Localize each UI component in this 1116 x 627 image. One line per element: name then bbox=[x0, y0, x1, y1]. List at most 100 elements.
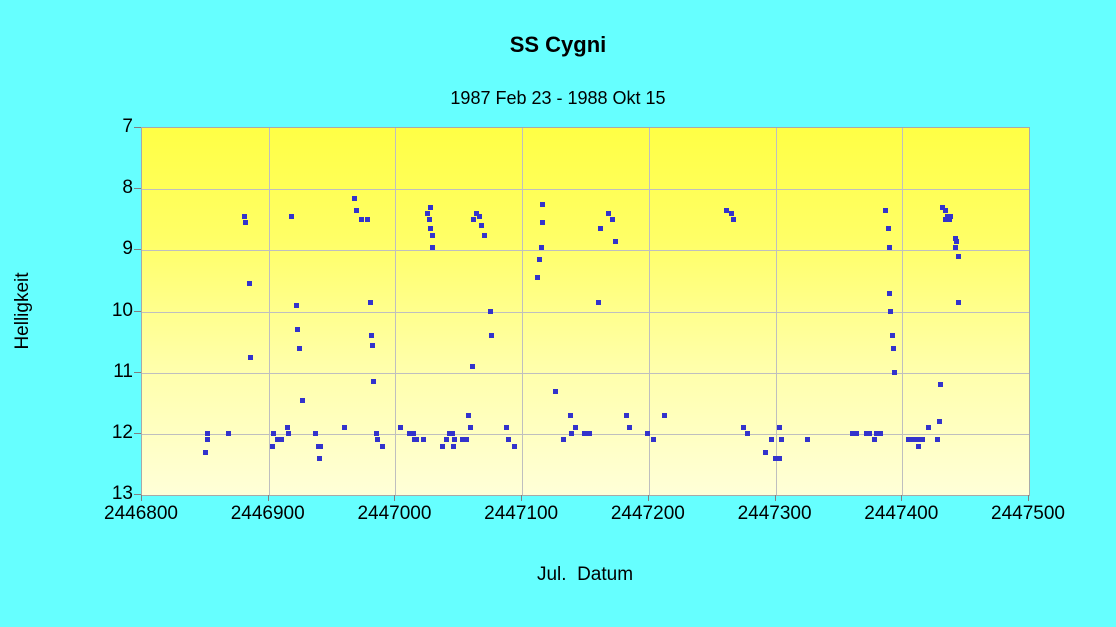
y-axis-tick bbox=[134, 494, 141, 495]
data-point bbox=[955, 253, 961, 259]
data-point bbox=[463, 437, 469, 443]
data-point bbox=[613, 238, 619, 244]
y-tick-label: 10 bbox=[111, 299, 133, 321]
data-point bbox=[953, 235, 958, 241]
x-axis-tick bbox=[647, 495, 649, 501]
x-axis-tick bbox=[901, 495, 903, 501]
data-point bbox=[723, 208, 729, 214]
data-point bbox=[953, 244, 958, 250]
data-point bbox=[947, 214, 953, 220]
x-tick-label: 2447000 bbox=[357, 503, 432, 524]
data-point bbox=[609, 217, 615, 223]
data-point bbox=[447, 431, 453, 437]
x-axis-tick bbox=[394, 495, 396, 501]
data-point bbox=[661, 412, 667, 418]
data-point bbox=[474, 211, 480, 217]
gridline-horizontal bbox=[142, 311, 1029, 313]
data-point bbox=[892, 370, 898, 376]
data-point bbox=[342, 425, 348, 431]
data-point bbox=[365, 217, 371, 223]
data-point bbox=[202, 449, 208, 455]
data-point bbox=[414, 437, 420, 443]
data-point bbox=[595, 299, 601, 305]
data-point bbox=[466, 412, 472, 418]
data-point bbox=[429, 244, 435, 250]
data-point bbox=[411, 437, 417, 443]
data-point bbox=[313, 431, 319, 437]
chart-title: SS Cygni bbox=[509, 32, 607, 57]
data-point bbox=[623, 412, 629, 418]
data-point bbox=[358, 217, 364, 223]
data-point bbox=[581, 431, 587, 437]
x-tick-label: 2446900 bbox=[230, 503, 305, 524]
data-point bbox=[368, 333, 374, 339]
data-point bbox=[920, 437, 926, 443]
data-point bbox=[300, 397, 306, 403]
x-tick-label: 2447200 bbox=[610, 503, 685, 524]
data-point bbox=[270, 443, 276, 449]
y-tick-label: 7 bbox=[122, 116, 133, 137]
y-tick-label: 13 bbox=[111, 483, 133, 504]
data-point bbox=[353, 208, 359, 214]
data-point bbox=[911, 437, 917, 443]
data-point bbox=[745, 431, 751, 437]
gridline-horizontal bbox=[142, 189, 1029, 191]
data-point bbox=[935, 437, 941, 443]
data-point bbox=[406, 431, 412, 437]
data-point bbox=[954, 238, 960, 244]
data-point bbox=[598, 226, 604, 232]
data-point bbox=[586, 431, 592, 437]
data-point bbox=[315, 443, 321, 449]
data-point bbox=[942, 217, 948, 223]
data-point bbox=[247, 281, 253, 287]
data-point bbox=[504, 425, 510, 431]
data-point bbox=[289, 214, 295, 220]
data-point bbox=[505, 437, 511, 443]
data-point bbox=[205, 431, 211, 437]
data-point bbox=[741, 425, 747, 431]
data-point bbox=[225, 431, 231, 437]
data-point bbox=[561, 437, 567, 443]
y-axis-tick bbox=[134, 432, 141, 434]
data-point bbox=[926, 425, 932, 431]
data-point bbox=[248, 354, 254, 360]
data-point bbox=[887, 290, 893, 296]
data-point bbox=[397, 425, 403, 431]
y-tick-label: 11 bbox=[113, 360, 133, 382]
data-point bbox=[946, 217, 952, 223]
data-point bbox=[476, 214, 482, 220]
data-point bbox=[205, 437, 211, 443]
data-point bbox=[871, 437, 877, 443]
data-point bbox=[428, 205, 434, 211]
data-point bbox=[439, 443, 445, 449]
data-point bbox=[769, 437, 775, 443]
data-point bbox=[779, 437, 785, 443]
data-point bbox=[883, 208, 889, 214]
data-point bbox=[942, 208, 948, 214]
data-point bbox=[605, 211, 611, 217]
data-point bbox=[916, 437, 922, 443]
x-axis-title: Jul. Datum bbox=[536, 564, 634, 585]
gridline-horizontal bbox=[142, 250, 1029, 252]
data-point bbox=[318, 443, 324, 449]
plot-area bbox=[141, 127, 1030, 496]
data-point bbox=[906, 437, 912, 443]
data-point bbox=[537, 257, 543, 262]
data-point bbox=[410, 431, 416, 437]
data-point bbox=[296, 345, 302, 351]
x-tick-label: 2447400 bbox=[864, 503, 939, 524]
x-tick-label: 2446800 bbox=[104, 503, 178, 524]
data-point bbox=[538, 244, 544, 250]
x-tick-label: 2447100 bbox=[484, 503, 559, 524]
data-point bbox=[731, 217, 737, 223]
data-point bbox=[429, 232, 435, 238]
data-point bbox=[285, 425, 291, 431]
data-point bbox=[773, 455, 779, 461]
data-point bbox=[316, 455, 322, 461]
data-point bbox=[467, 425, 473, 431]
x-axis-tick bbox=[1028, 495, 1029, 501]
data-point bbox=[762, 449, 768, 455]
data-point bbox=[295, 327, 301, 333]
data-point bbox=[866, 431, 872, 437]
